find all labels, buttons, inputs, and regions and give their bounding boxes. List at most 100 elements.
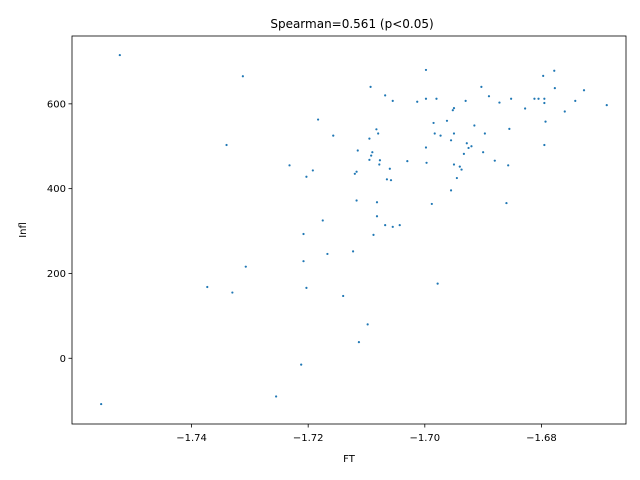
data-point <box>470 145 473 148</box>
data-point <box>244 265 247 268</box>
chart-title: Spearman=0.561 (p<0.05) <box>270 17 433 31</box>
data-point <box>449 139 453 142</box>
data-point <box>391 99 394 102</box>
data-point <box>385 178 389 181</box>
data-point <box>406 159 409 163</box>
data-point <box>574 99 577 102</box>
data-point <box>433 132 436 135</box>
data-point <box>464 99 467 102</box>
data-point <box>510 97 513 100</box>
data-point <box>311 169 314 172</box>
data-point <box>371 151 374 154</box>
data-point <box>553 87 556 90</box>
data-point <box>391 225 394 228</box>
data-point <box>425 161 428 164</box>
data-point <box>462 152 465 155</box>
data-point <box>543 143 546 147</box>
data-point <box>375 201 379 204</box>
points-layer <box>100 53 608 406</box>
data-point <box>432 121 435 125</box>
data-point <box>369 85 372 88</box>
data-point <box>465 142 468 145</box>
data-point <box>424 97 428 100</box>
data-point <box>288 164 291 167</box>
data-point <box>451 109 454 112</box>
data-point <box>321 219 324 222</box>
data-point <box>524 107 527 110</box>
data-point <box>275 395 278 398</box>
data-point <box>445 119 449 122</box>
data-point <box>483 132 486 135</box>
data-point <box>452 163 456 166</box>
data-point <box>302 232 305 236</box>
data-point <box>302 260 305 263</box>
x-tick-label: −1.74 <box>176 433 207 444</box>
data-point <box>355 170 358 173</box>
data-point <box>507 164 510 167</box>
data-point <box>452 132 456 135</box>
data-point <box>533 97 536 100</box>
x-axis: −1.74 −1.72 −1.70 −1.68 <box>176 424 557 444</box>
data-point <box>449 189 453 192</box>
y-tick-label: 600 <box>47 99 66 110</box>
y-tick-label: 200 <box>47 269 66 280</box>
data-point <box>316 118 320 121</box>
data-point <box>498 101 501 104</box>
data-point <box>480 85 483 88</box>
data-point <box>505 201 508 205</box>
x-tick-label: −1.72 <box>293 433 324 444</box>
data-point <box>435 97 438 100</box>
data-point <box>388 167 391 170</box>
data-point <box>375 128 378 131</box>
data-point <box>458 165 461 168</box>
plot-frame <box>71 35 627 425</box>
data-point <box>241 75 244 78</box>
data-point <box>206 285 209 289</box>
y-axis-label: Infl <box>18 222 29 238</box>
data-point <box>326 252 329 256</box>
x-axis-label: FT <box>343 454 356 465</box>
data-point <box>424 68 428 72</box>
data-point <box>375 215 379 218</box>
data-point <box>424 146 428 149</box>
data-point <box>118 53 121 57</box>
data-point <box>353 172 356 175</box>
data-point <box>370 154 373 157</box>
data-point <box>384 224 387 227</box>
data-point <box>231 291 234 294</box>
y-tick-label: 0 <box>60 354 66 365</box>
data-point <box>582 89 586 92</box>
data-point <box>300 363 303 366</box>
data-point <box>452 106 456 110</box>
y-axis: 0 200 400 600 <box>47 99 72 365</box>
data-point <box>467 146 470 150</box>
data-point <box>543 101 546 105</box>
data-point <box>372 233 375 236</box>
data-point <box>553 69 556 72</box>
data-point <box>416 100 419 103</box>
data-point <box>460 168 463 171</box>
data-point <box>305 175 308 178</box>
data-point <box>351 250 355 253</box>
data-point <box>384 94 387 97</box>
data-point <box>482 151 485 154</box>
data-point <box>487 95 491 98</box>
data-point <box>493 159 496 162</box>
data-point <box>100 402 103 406</box>
data-point <box>563 110 566 113</box>
data-point <box>342 294 345 298</box>
data-point <box>356 149 359 152</box>
data-point <box>398 224 401 227</box>
data-point <box>543 97 546 100</box>
data-point <box>355 199 358 202</box>
data-point <box>544 120 547 123</box>
data-point <box>377 132 380 135</box>
data-point <box>542 74 545 77</box>
data-point <box>439 134 442 137</box>
data-point <box>389 179 393 182</box>
data-point <box>508 127 511 130</box>
data-point <box>305 286 308 289</box>
data-point <box>430 202 433 206</box>
data-point <box>537 97 540 100</box>
